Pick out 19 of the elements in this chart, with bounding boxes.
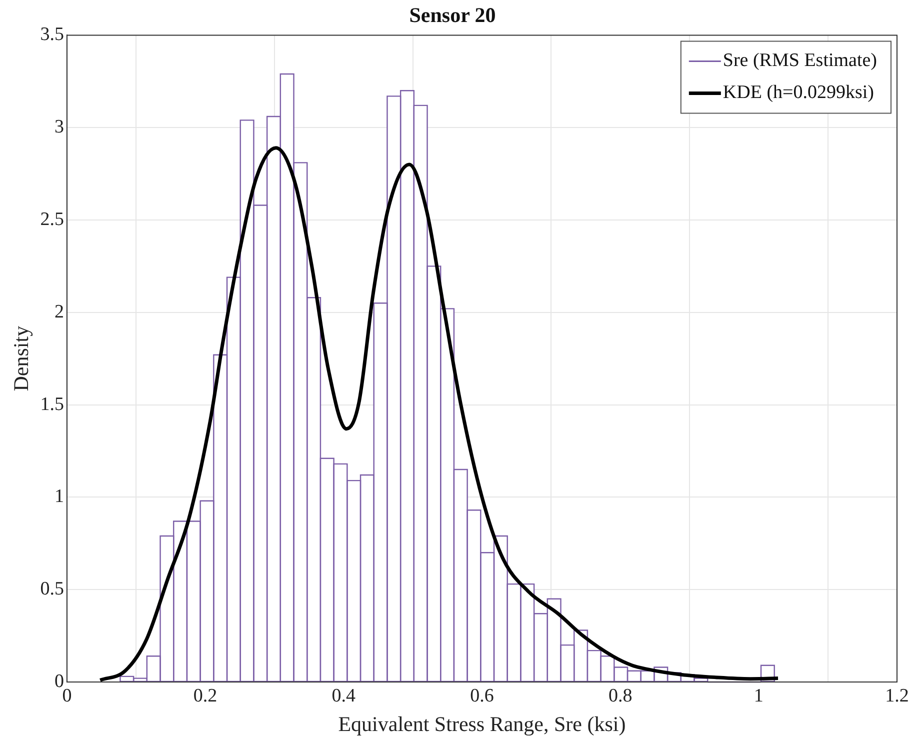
y-tick-label: 3.5 xyxy=(40,24,64,46)
chart-title: Sensor 20 xyxy=(409,3,496,28)
x-tick-label: 0.2 xyxy=(193,685,218,706)
x-tick-label: 0.6 xyxy=(470,685,494,706)
x-axis-title: Equivalent Stress Range, Sre (ksi) xyxy=(338,712,626,736)
legend-label: KDE (h=0.0299ksi) xyxy=(722,82,874,104)
y-tick-label: 2.5 xyxy=(40,208,64,230)
y-tick-label: 0.5 xyxy=(40,578,64,600)
x-tick-label: 0.4 xyxy=(332,685,356,706)
y-tick-label: 1 xyxy=(54,486,64,508)
y-axis-title: Density xyxy=(9,325,34,392)
y-tick-label: 0 xyxy=(54,670,64,692)
x-tick-label: 0.8 xyxy=(608,685,632,706)
y-tick-label: 1.5 xyxy=(40,394,64,415)
x-tick-label: 1.2 xyxy=(885,685,909,706)
y-tick-label: 3 xyxy=(54,116,64,138)
legend-label: Sre (RMS Estimate) xyxy=(722,50,878,72)
y-tick-label: 2 xyxy=(54,301,64,322)
x-tick-label: 1 xyxy=(754,685,764,706)
